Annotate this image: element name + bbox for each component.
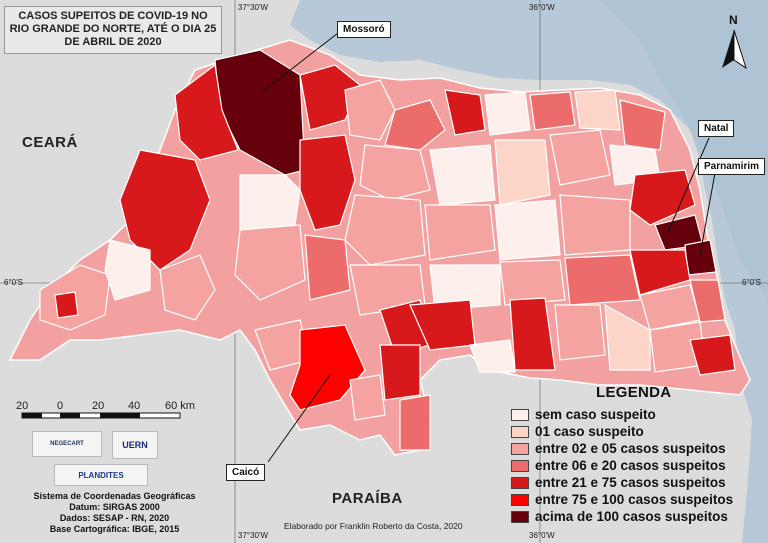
legend-swatch bbox=[511, 459, 529, 472]
credit-line: Base Cartográfica: IBGE, 2015 bbox=[49, 524, 180, 534]
municipality bbox=[574, 89, 621, 131]
municipality bbox=[494, 199, 561, 261]
municipality bbox=[344, 194, 426, 266]
legend-item: acima de 100 casos suspeitos bbox=[511, 508, 733, 525]
municipality bbox=[444, 89, 486, 136]
credit-line: Dados: SESAP - RN, 2020 bbox=[59, 513, 170, 523]
credits-block: Sistema de Coordenadas Geográficas Datum… bbox=[12, 491, 217, 535]
legend-item: entre 06 e 20 casos suspeitos bbox=[511, 457, 733, 474]
municipality bbox=[429, 264, 501, 311]
municipality bbox=[689, 279, 726, 323]
callout-caico: Caicó bbox=[226, 464, 266, 481]
municipality bbox=[529, 91, 576, 131]
callout-mossoro: Mossoró bbox=[337, 21, 391, 38]
legend-item: entre 21 e 75 casos suspeitos bbox=[511, 474, 733, 491]
callout-natal: Natal bbox=[698, 120, 735, 137]
scale-label-4: 60 km bbox=[165, 400, 195, 412]
logo-plandites: PLANDITES bbox=[54, 464, 148, 486]
municipality bbox=[469, 339, 516, 373]
state-label-ceara: CEARÁ bbox=[22, 134, 78, 151]
scale-label-3: 40 bbox=[128, 400, 141, 412]
legend-swatch bbox=[511, 442, 529, 455]
legend-item: 01 caso suspeito bbox=[511, 423, 733, 440]
coord-lat-right: 6°0'S bbox=[742, 278, 761, 287]
logo-uern: UERN bbox=[112, 431, 158, 459]
municipality bbox=[384, 99, 446, 151]
legend-swatch bbox=[511, 493, 529, 506]
municipality bbox=[304, 234, 351, 301]
scale-label-1: 0 bbox=[57, 400, 64, 412]
municipality bbox=[359, 144, 431, 201]
municipality bbox=[424, 204, 496, 261]
municipality bbox=[239, 174, 301, 231]
municipality bbox=[104, 239, 151, 301]
coord-lon-right-bottom: 36°0'W bbox=[529, 531, 555, 540]
municipality-caico bbox=[289, 324, 366, 411]
municipality bbox=[564, 254, 641, 306]
north-arrow-icon bbox=[722, 29, 747, 70]
municipality bbox=[349, 374, 386, 421]
callout-parnamirim: Parnamirim bbox=[698, 158, 766, 175]
logo-negecart: NEGECART bbox=[32, 431, 102, 457]
north-arrow-label: N bbox=[729, 13, 738, 27]
scale-bar bbox=[21, 412, 181, 419]
coord-lon-left-bottom: 37°30'W bbox=[238, 531, 269, 540]
municipality bbox=[234, 224, 306, 301]
municipality bbox=[499, 259, 566, 306]
municipality bbox=[119, 149, 211, 271]
municipality bbox=[399, 394, 431, 451]
legend-swatch bbox=[511, 408, 529, 421]
municipality bbox=[379, 344, 421, 401]
municipality bbox=[509, 297, 556, 371]
legend-swatch bbox=[511, 510, 529, 523]
municipality bbox=[629, 169, 696, 226]
coord-lon-left-top: 37°30'W bbox=[238, 3, 269, 12]
municipality bbox=[54, 291, 79, 319]
coord-lat-left: 6°0'S bbox=[4, 278, 23, 287]
municipality bbox=[484, 91, 531, 136]
scale-label-2: 20 bbox=[92, 400, 105, 412]
municipality bbox=[494, 139, 551, 206]
map-title: CASOS SUPEITOS DE COVID-19 NO RIO GRANDE… bbox=[4, 6, 222, 54]
credit-line: Datum: SIRGAS 2000 bbox=[69, 502, 160, 512]
municipality bbox=[559, 194, 631, 256]
municipality bbox=[174, 63, 239, 161]
municipality bbox=[619, 99, 666, 151]
legend-item: sem caso suspeito bbox=[511, 406, 733, 423]
legend: sem caso suspeito 01 caso suspeito entre… bbox=[511, 406, 733, 525]
legend-swatch bbox=[511, 425, 529, 438]
legend-title: LEGENDA bbox=[596, 384, 672, 401]
author-credit: Elaborado por Franklin Roberto da Costa,… bbox=[284, 521, 463, 531]
coord-lon-right-top: 36°0'W bbox=[529, 3, 555, 12]
municipality-parnamirim bbox=[684, 239, 717, 276]
municipality bbox=[549, 129, 611, 186]
legend-item: entre 75 e 100 casos suspeitos bbox=[511, 491, 733, 508]
municipality bbox=[429, 144, 496, 206]
municipality bbox=[604, 303, 651, 371]
legend-item: entre 02 e 05 casos suspeitos bbox=[511, 440, 733, 457]
municipality bbox=[554, 304, 606, 361]
legend-swatch bbox=[511, 476, 529, 489]
municipality bbox=[344, 79, 396, 141]
credit-line: Sistema de Coordenadas Geográficas bbox=[33, 491, 196, 501]
municipality bbox=[159, 254, 216, 321]
municipality bbox=[689, 334, 736, 376]
state-label-paraiba: PARAÍBA bbox=[332, 490, 403, 507]
scale-label-0: 20 bbox=[16, 400, 29, 412]
